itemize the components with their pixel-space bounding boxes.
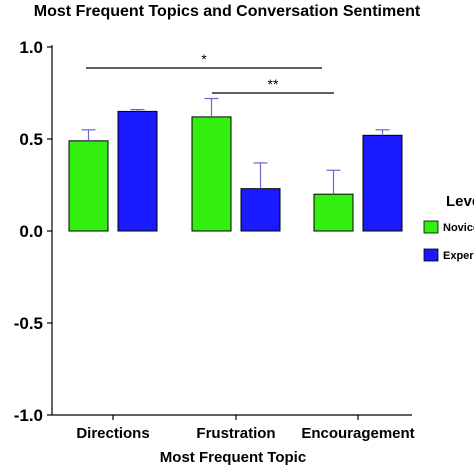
bar-directions-novice (68, 140, 109, 232)
y-tick-label: 0.5 (19, 130, 43, 149)
significance-label: * (201, 51, 207, 67)
legend-swatch-experienced (423, 248, 439, 262)
bar-encouragement-novice (313, 193, 354, 232)
axes-layer: Directions Frustration Encouragement 1.0 0.5… (14, 38, 415, 442)
bar-encouragement-experienced (362, 134, 403, 232)
x-tick-label-directions: Directions (76, 425, 149, 442)
bar-frustration-novice (191, 116, 232, 232)
x-axis-title: Most Frequent Topic (160, 449, 306, 466)
significance-label: ** (268, 76, 279, 92)
error-bars-layer (81, 97, 390, 195)
chart-title: Most Frequent Topics and Conversation Se… (34, 3, 421, 20)
legend-swatch-novice (423, 220, 439, 234)
x-tick-label-frustration: Frustration (196, 425, 275, 442)
y-tick-label: 1.0 (19, 38, 43, 57)
bars-layer (68, 110, 403, 232)
legend-title: Level (446, 193, 474, 210)
bar-frustration-experienced (240, 188, 281, 232)
x-tick-label-encouragement: Encouragement (301, 425, 414, 442)
significance-layer: *** (86, 51, 334, 94)
legend-label-novice: Novice (443, 222, 474, 234)
y-tick-label: -1.0 (14, 406, 43, 425)
legend-label-experienced: Experienced (443, 250, 474, 262)
legend: Level Novice Experienced (423, 193, 474, 262)
y-tick-label: 0.0 (19, 222, 43, 241)
bar-directions-experienced (117, 110, 158, 232)
y-tick-label: -0.5 (14, 314, 43, 333)
